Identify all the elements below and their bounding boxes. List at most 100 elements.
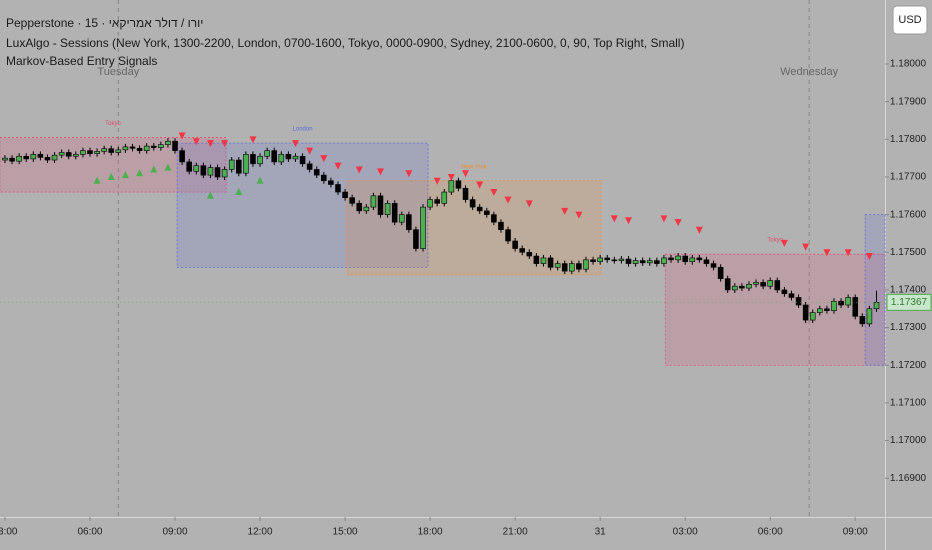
candle-body: [873, 302, 880, 310]
x-tick-label: 03:00: [673, 527, 698, 538]
candle-body: [420, 206, 426, 249]
candle-body: [427, 199, 433, 208]
candle-body: [448, 180, 455, 193]
sell-signal: [306, 147, 314, 155]
candle-body: [87, 150, 93, 154]
candle-body: [172, 140, 178, 151]
candle-body: [150, 145, 157, 148]
candle-body: [313, 169, 320, 176]
x-tick-label: 09:00: [843, 527, 868, 538]
x-tick-label: 09:00: [163, 527, 188, 538]
candle-body: [519, 248, 525, 253]
candle-body: [335, 184, 341, 193]
candle-body: [342, 191, 348, 198]
candle-body: [30, 154, 37, 160]
candle-body: [682, 255, 688, 263]
sell-signal: [490, 189, 498, 197]
day-label: Wednesday: [780, 66, 838, 78]
y-tick-label: 1.17600: [890, 209, 927, 220]
candle-body: [576, 263, 582, 270]
candle-body: [257, 155, 263, 165]
candle-body: [122, 146, 129, 151]
candle-body: [491, 214, 497, 223]
candle-body: [285, 154, 292, 160]
candle-body: [306, 163, 313, 170]
candle-body: [186, 161, 192, 172]
candle-body: [2, 157, 8, 161]
candle-body: [561, 263, 568, 272]
candle-body: [37, 154, 44, 158]
session-box: [346, 180, 602, 276]
x-tick-label: 12:00: [248, 527, 273, 538]
indicator-title: LuxAlgo - Sessions (New York, 1300-2200,…: [6, 36, 684, 50]
candle-body: [65, 152, 72, 157]
buy-signal: [206, 191, 214, 199]
sell-signal: [844, 249, 852, 257]
candle-body: [370, 195, 377, 208]
session-label: New York: [461, 164, 487, 170]
candle-body: [200, 165, 207, 176]
x-tick-label: 21:00: [503, 527, 528, 538]
candle-body: [852, 297, 859, 317]
candle-body: [611, 259, 618, 262]
candle-body: [781, 289, 788, 295]
candle-body: [377, 195, 384, 215]
candle-body: [505, 229, 511, 242]
candle-body: [675, 255, 681, 261]
session-box: [864, 214, 886, 366]
candle-body: [136, 148, 143, 151]
candle-body: [455, 180, 462, 189]
candle-body: [753, 282, 759, 285]
sell-signal: [575, 211, 583, 219]
candle-body: [143, 145, 150, 151]
sell-signal: [674, 219, 682, 227]
candle-body: [760, 282, 766, 287]
sell-signal: [447, 173, 455, 181]
candle-body: [632, 260, 639, 264]
sell-signal: [802, 243, 810, 251]
candle-body: [292, 155, 299, 160]
sell-signal: [433, 177, 441, 185]
y-tick-label: 1.17900: [890, 96, 927, 107]
buy-signal: [93, 176, 101, 184]
currency-label[interactable]: USD: [898, 14, 921, 26]
x-tick-label: 18:00: [418, 527, 443, 538]
sell-signal: [377, 168, 385, 176]
currency-button[interactable]: [892, 5, 928, 35]
candle-body: [434, 199, 440, 204]
x-tick-label: 06:00: [758, 527, 783, 538]
candle-body: [654, 260, 660, 264]
candle-body: [73, 154, 79, 157]
candle-body: [9, 157, 15, 162]
candle-body: [328, 180, 334, 185]
candle-body: [384, 203, 391, 215]
candle-body: [108, 148, 115, 153]
candle-body: [767, 280, 773, 287]
candle-body: [299, 155, 306, 165]
x-tick-label: 06:00: [77, 527, 102, 538]
session-label: Tokyo: [767, 238, 783, 244]
candle-body: [498, 221, 504, 230]
sell-signal: [660, 215, 668, 223]
buy-signal: [136, 169, 144, 177]
candle-body: [724, 278, 731, 291]
candle-body: [788, 293, 795, 298]
candle-body: [646, 260, 653, 264]
sell-signal: [476, 181, 484, 189]
candle-body: [51, 154, 58, 161]
candle-body: [413, 229, 419, 249]
buy-signal: [256, 176, 264, 184]
candle-body: [668, 257, 674, 261]
buy-signal: [164, 163, 172, 171]
y-tick-label: 1.17200: [890, 360, 927, 371]
sell-signal: [355, 166, 363, 174]
candle-body: [23, 155, 29, 160]
candle-body: [703, 259, 710, 264]
candle-body: [228, 159, 235, 170]
candle-body: [16, 155, 22, 162]
candle-body: [831, 300, 837, 311]
candle-body: [817, 308, 823, 313]
